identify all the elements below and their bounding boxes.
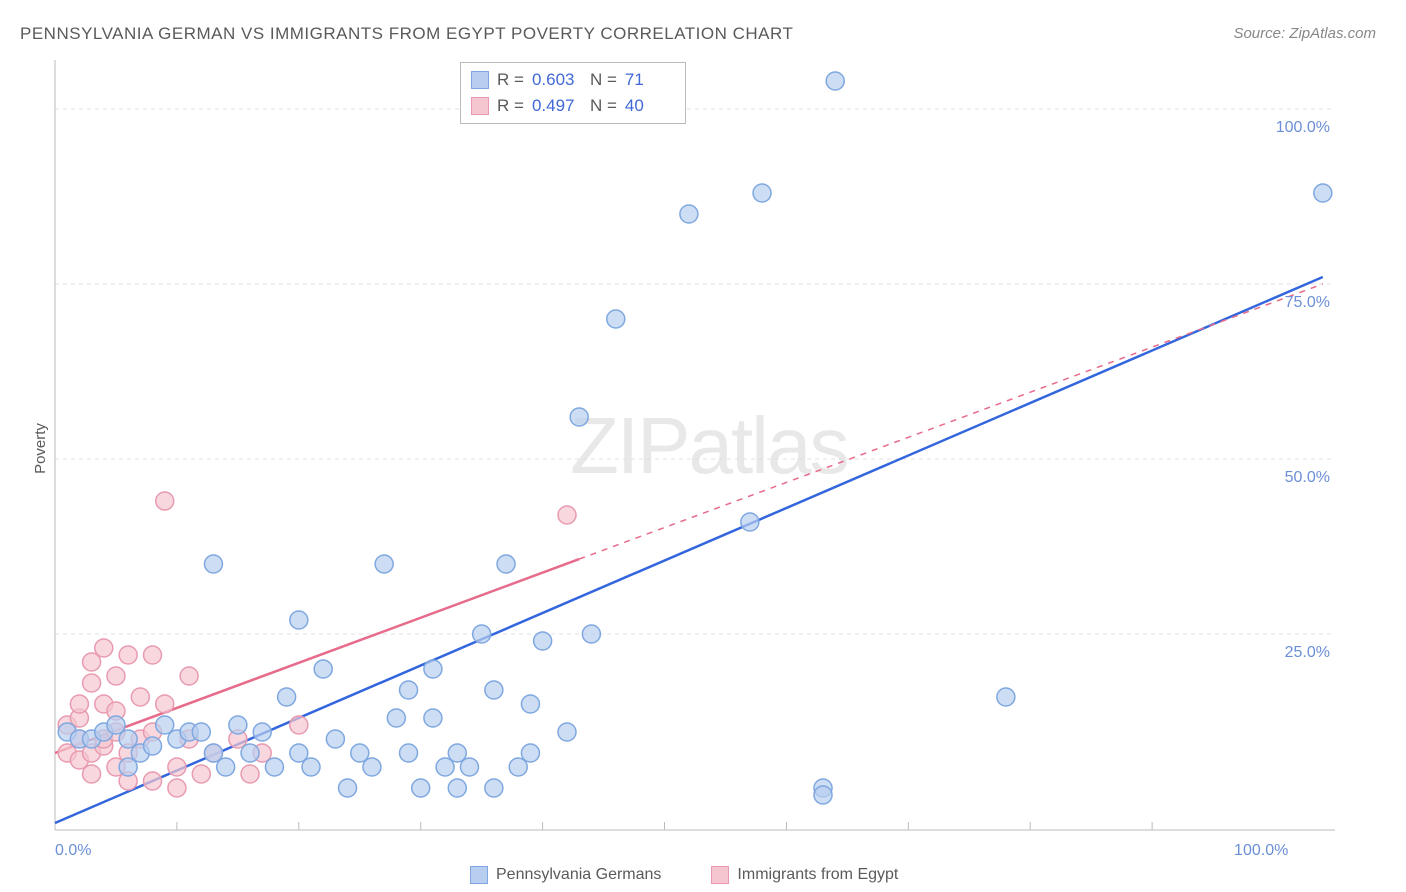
n-value-blue: 71 <box>625 67 675 93</box>
y-tick-label: 50.0% <box>1285 469 1330 487</box>
legend-label-pink: Immigrants from Egypt <box>737 866 898 884</box>
r-label: R = <box>497 93 524 119</box>
correlation-legend: R = 0.603 N = 71 R = 0.497 N = 40 <box>460 62 686 124</box>
series-legend: Pennsylvania Germans Immigrants from Egy… <box>470 866 898 884</box>
r-value-pink: 0.497 <box>532 93 582 119</box>
y-tick-label: 75.0% <box>1285 294 1330 312</box>
swatch-blue-icon <box>471 71 489 89</box>
r-value-blue: 0.603 <box>532 67 582 93</box>
y-tick-label: 100.0% <box>1276 119 1330 137</box>
x-tick-label: 100.0% <box>1234 842 1288 860</box>
swatch-pink-icon <box>471 97 489 115</box>
n-value-pink: 40 <box>625 93 675 119</box>
r-label: R = <box>497 67 524 93</box>
legend-item-pink: Immigrants from Egypt <box>711 866 898 884</box>
scatter-chart <box>0 0 1406 892</box>
n-label: N = <box>590 67 617 93</box>
legend-row-blue: R = 0.603 N = 71 <box>471 67 675 93</box>
legend-label-blue: Pennsylvania Germans <box>496 866 661 884</box>
y-tick-label: 25.0% <box>1285 644 1330 662</box>
legend-row-pink: R = 0.497 N = 40 <box>471 93 675 119</box>
swatch-blue-icon <box>470 866 488 884</box>
x-tick-label: 0.0% <box>55 842 91 860</box>
swatch-pink-icon <box>711 866 729 884</box>
n-label: N = <box>590 93 617 119</box>
legend-item-blue: Pennsylvania Germans <box>470 866 661 884</box>
